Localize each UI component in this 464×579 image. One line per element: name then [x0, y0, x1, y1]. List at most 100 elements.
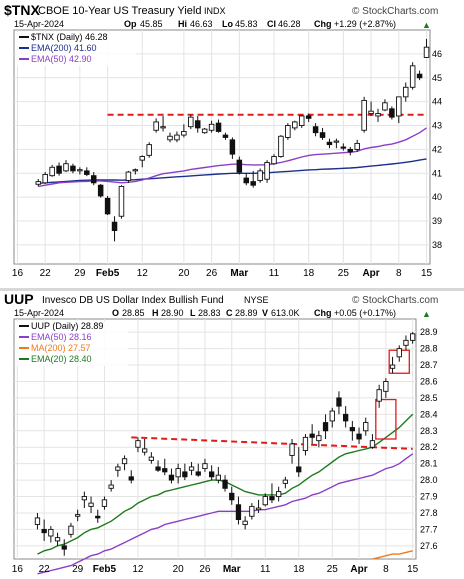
uup-x-tick-label: Apr [350, 564, 367, 575]
tnx-candle [243, 173, 250, 186]
tnx-ema50-line [38, 127, 427, 188]
uup-x-tick-label: 18 [293, 564, 305, 575]
uup-candle [135, 437, 141, 453]
tnx-candle-body [181, 131, 187, 136]
uup-ma200-line [372, 550, 413, 560]
tnx-candle-body [236, 159, 243, 173]
uup-candle [343, 406, 349, 428]
tnx-ema200-line [38, 158, 427, 184]
tnx-x-tick-label: 18 [303, 268, 315, 279]
tnx-candle [409, 62, 416, 90]
tnx-candle [229, 137, 236, 159]
tnx-legend-ema50: EMA(50) 42.90 [31, 54, 92, 64]
tnx-candle [77, 167, 83, 175]
tnx-candle-body [402, 86, 409, 98]
uup-candle [309, 424, 315, 444]
uup-candle-body [322, 422, 329, 432]
uup-candle-body [255, 507, 262, 511]
uup-candle [302, 434, 309, 456]
tnx-candle-body [389, 108, 395, 118]
uup-y-tick-labels: 27.6 27.7 27.8 27.9 28.0 28.1 28.2 28.3 28.4 28.5… [420, 327, 438, 551]
uup-title: Invesco DB US Dollar Index Bullish Fund [42, 295, 224, 306]
uup-candle [289, 439, 295, 464]
tnx-x-tick-label: 8 [396, 268, 402, 279]
uup-candle-body [363, 422, 369, 432]
uup-symbol: UUP [4, 291, 34, 307]
tnx-candle-body [160, 126, 166, 129]
uup-x-tick-label: 15 [407, 564, 419, 575]
uup-close-label: C [226, 308, 233, 318]
uup-y-tick-label: 28.9 [420, 327, 438, 337]
uup-open-value: 28.85 [122, 308, 145, 318]
uup-candle [101, 496, 108, 510]
uup-highlight-box [375, 398, 397, 440]
tnx-candle [174, 131, 180, 143]
uup-y-tick-label: 28.8 [420, 344, 438, 354]
tnx-quote: Op 45.85 Hi 46.63 Lo 45.83 Cl 46.28 Chg … [124, 19, 396, 29]
tnx-candle [285, 123, 291, 140]
uup-candle-body [155, 466, 161, 471]
uup-candle [396, 345, 402, 362]
tnx-legend-box [16, 32, 136, 66]
uup-legend-box [16, 321, 128, 366]
uup-candle-body [175, 468, 181, 478]
tnx-candle [104, 195, 111, 216]
tnx-candle-body [375, 113, 381, 117]
uup-candle-body [369, 440, 376, 448]
tnx-x-tick-labels: 16 22 29 Feb5 12 20 26 Mar 11 18 25 Apr 8 15 [12, 268, 433, 279]
uup-high-value: 28.90 [161, 308, 184, 318]
tnx-close-value: 46.28 [278, 19, 301, 29]
tnx-x-tick-label: 11 [269, 268, 280, 279]
uup-candle-body [202, 463, 208, 470]
uup-candle [255, 499, 262, 513]
tnx-y-tick-label: 46 [432, 49, 442, 59]
tnx-y-tick-label: 45 [432, 73, 442, 83]
uup-candle-body [48, 528, 54, 537]
uup-candle [175, 463, 181, 484]
uup-candle [202, 458, 208, 472]
uup-candle-body [188, 466, 195, 471]
tnx-candle [416, 70, 423, 81]
uup-y-tick-label: 28.3 [420, 426, 438, 436]
tnx-candle-body [49, 166, 55, 177]
uup-candle-body [34, 517, 41, 525]
tnx-candle [188, 114, 194, 130]
tnx-x-tick-label: 16 [12, 268, 24, 279]
tnx-candle [396, 96, 402, 124]
tnx-candle [132, 168, 139, 175]
tnx-legend-price: $TNX (Daily) 46.28 [31, 32, 108, 42]
tnx-x-tick-label: 26 [206, 268, 218, 279]
uup-candle [115, 463, 121, 477]
tnx-y-tick-label: 39 [432, 216, 442, 226]
uup-candle [383, 378, 389, 398]
tnx-candle [402, 82, 409, 102]
uup-candle [336, 391, 342, 415]
tnx-x-tick-label: 12 [137, 268, 149, 279]
tnx-title: CBOE 10-Year US Treasury Yield [38, 5, 201, 17]
uup-candle-body [249, 505, 255, 517]
uup-exchange: NYSE [244, 295, 269, 305]
uup-candle-body [95, 515, 101, 519]
uup-candle-body [135, 440, 141, 448]
uup-candle [249, 503, 255, 520]
tnx-watermark: © StockCharts.com [352, 6, 438, 17]
tnx-candle-body [285, 125, 291, 138]
uup-candle-body [235, 504, 242, 520]
tnx-candle [382, 99, 388, 112]
uup-legend-price: UUP (Daily) 28.89 [31, 321, 103, 331]
tnx-candle [312, 123, 319, 137]
tnx-candle-body [278, 135, 284, 158]
uup-candle [215, 466, 221, 484]
uup-candle [410, 332, 416, 344]
tnx-candle [90, 172, 97, 186]
tnx-candle-body [201, 128, 208, 134]
uup-legend-ema20: EMA(20) 28.40 [31, 354, 92, 364]
uup-y-tick-label: 28.7 [420, 360, 438, 370]
tnx-candle-body [174, 134, 180, 141]
tnx-candle [333, 138, 340, 149]
uup-candle [349, 420, 355, 441]
uup-low-value: 28.83 [198, 308, 221, 318]
uup-candle-body [302, 436, 309, 451]
tnx-candle-body [340, 146, 347, 149]
tnx-date: 15-Apr-2024 [14, 19, 64, 29]
